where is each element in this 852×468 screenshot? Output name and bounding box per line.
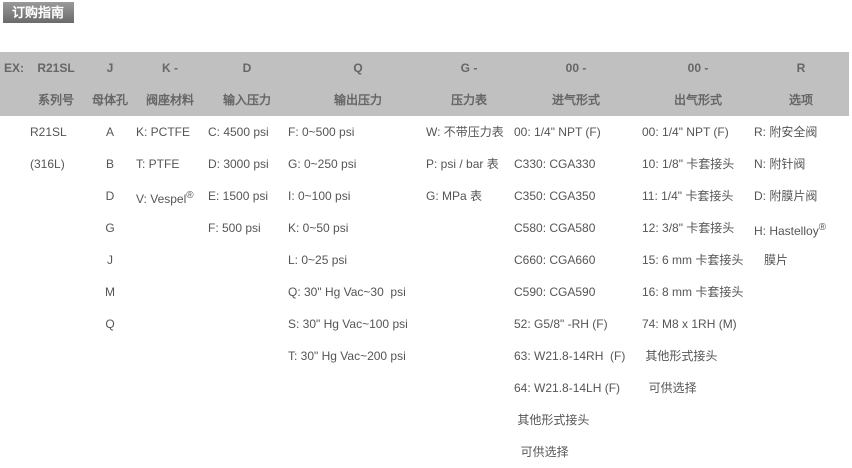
option-item: C590: CGA590: [514, 285, 596, 299]
option-item: C350: CGA350: [514, 189, 596, 203]
column-label: 出气形式: [673, 93, 722, 107]
section-title: 订购指南: [3, 2, 74, 23]
option-item: A: [105, 125, 114, 139]
option-item: P: psi / bar 表: [426, 157, 499, 171]
option-item: G: [105, 221, 115, 235]
option-item: D: 附膜片阀: [754, 189, 818, 203]
option-item: W: 不带压力表: [426, 125, 504, 139]
column-label: 选项: [788, 93, 813, 107]
option-item: G: 0~250 psi: [288, 157, 357, 171]
option-item: T: PTFE: [136, 157, 180, 171]
option-item: 10: 1/8" 卡套接头: [642, 157, 735, 171]
column-0: EX:: [4, 52, 34, 116]
option-item: 11: 1/4" 卡套接头: [642, 189, 734, 203]
option-item: G: MPa 表: [426, 189, 483, 203]
option-item: (316L): [30, 157, 65, 171]
option-item: R: 附安全阀: [754, 125, 818, 139]
column-4: D 输入压力 C: 4500 psi D: 3000 psi E: 1500 psi F:…: [208, 52, 286, 244]
option-item: K: 0~50 psi: [288, 221, 349, 235]
column-code: 00 -: [687, 61, 709, 75]
option-item: 64: W21.8-14LH (F): [514, 381, 621, 395]
column-code: R: [796, 61, 806, 75]
option-item: B: [105, 157, 114, 171]
option-item: I: 0~100 psi: [288, 189, 351, 203]
column-label: 阀座材料: [145, 93, 194, 107]
column-code: EX:: [4, 61, 25, 75]
option-item: K: PCTFE: [136, 125, 191, 139]
option-item: 74: M8 x 1RH (M): [642, 317, 737, 331]
column-7: 00 - 进气形式 00: 1/4" NPT (F) C330: CGA330 C350…: [514, 52, 638, 468]
column-code: R21SL: [37, 61, 75, 75]
option-item: 16: 8 mm 卡套接头: [642, 285, 744, 299]
option-item: 00: 1/4" NPT (F): [642, 125, 729, 139]
option-item: J: [107, 253, 113, 267]
column-code: K -: [162, 61, 178, 75]
option-item: Q: 30" Hg Vac~30 psi: [288, 285, 406, 299]
column-3: K - 阀座材料 K: PCTFE T: PTFE V: Vespel®: [136, 52, 204, 212]
option-item: 可供选择: [642, 381, 697, 395]
column-code: J: [106, 61, 114, 75]
column-label: 输出压力: [333, 93, 382, 107]
option-item: S: 30" Hg Vac~100 psi: [288, 317, 408, 331]
column-label: 系列号: [37, 93, 74, 107]
option-item: N: 附针阀: [754, 157, 806, 171]
option-item: E: 1500 psi: [208, 189, 269, 203]
column-8: 00 - 出气形式 00: 1/4" NPT (F) 10: 1/8" 卡套接头 11:…: [642, 52, 754, 404]
column-2: J 母体孔 A B D G J M Q: [92, 52, 128, 340]
option-item: C660: CGA660: [514, 253, 596, 267]
column-code: 00 -: [565, 61, 587, 75]
column-code: D: [242, 61, 252, 75]
option-item: 其他形式接头: [514, 413, 590, 427]
option-item: 52: G5/8" -RH (F): [514, 317, 608, 331]
option-item: C: 4500 psi: [208, 125, 269, 139]
header-band: [0, 52, 849, 116]
option-item: 12: 3/8" 卡套接头: [642, 221, 735, 235]
column-5: Q 输出压力 F: 0~500 psi G: 0~250 psi I: 0~100 ps…: [288, 52, 428, 372]
option-item: C580: CGA580: [514, 221, 596, 235]
option-item: L: 0~25 psi: [288, 253, 348, 267]
option-item: 15: 6 mm 卡套接头: [642, 253, 744, 267]
option-item: F: 0~500 psi: [288, 125, 355, 139]
option-item: R21SL: [30, 125, 67, 139]
option-item: 其他形式接头: [642, 349, 718, 363]
column-label: 进气形式: [551, 93, 600, 107]
option-item: D: [105, 189, 115, 203]
column-code: G -: [460, 61, 478, 75]
option-item: Q: [105, 317, 115, 331]
column-9: R 选项 R: 附安全阀 N: 附针阀 D: 附膜片阀 H: Hastelloy® 膜片: [754, 52, 848, 276]
option-item: 膜片: [754, 253, 789, 267]
option-item: F: 500 psi: [208, 221, 261, 235]
option-item: M: [105, 285, 115, 299]
option-item: H: Hastelloy®: [754, 222, 827, 238]
option-item: 00: 1/4" NPT (F): [514, 125, 601, 139]
option-item: 63: W21.8-14RH (F): [514, 349, 626, 363]
option-item: C330: CGA330: [514, 157, 596, 171]
column-1: R21SL 系列号 R21SL (316L): [30, 52, 82, 180]
column-label: 压力表: [450, 93, 487, 107]
option-item: T: 30" Hg Vac~200 psi: [288, 349, 406, 363]
option-item: D: 3000 psi: [208, 157, 269, 171]
column-6: G - 压力表 W: 不带压力表 P: psi / bar 表 G: MPa 表: [426, 52, 512, 212]
column-label: 输入压力: [222, 93, 271, 107]
column-code: Q: [353, 61, 363, 75]
option-item: V: Vespel®: [136, 190, 194, 206]
column-label: 母体孔: [92, 93, 129, 107]
option-item: 可供选择: [514, 445, 569, 459]
